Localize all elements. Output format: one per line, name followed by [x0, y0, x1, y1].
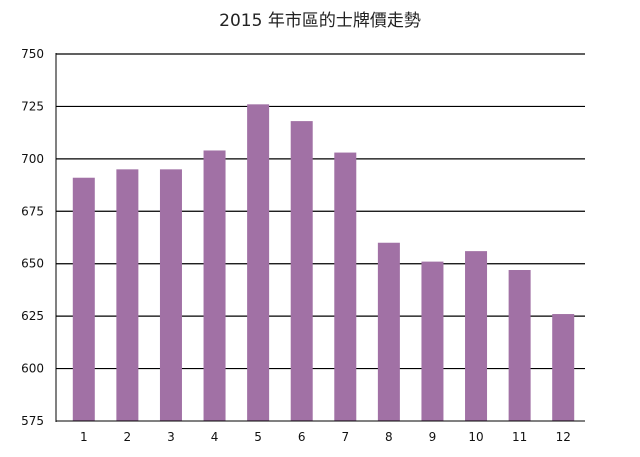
x-tick-label: 6 — [298, 430, 306, 444]
x-tick-label: 11 — [512, 430, 527, 444]
bar-5 — [247, 104, 270, 422]
bar-12 — [552, 314, 575, 421]
bar-10 — [465, 251, 488, 421]
x-tick-label: 4 — [211, 430, 219, 444]
bar-6 — [290, 121, 313, 421]
y-tick-label: 675 — [21, 204, 44, 218]
x-tick-label: 1 — [80, 430, 88, 444]
y-tick-label: 725 — [21, 99, 44, 113]
chart-title: 2015 年市區的士牌價走勢 — [219, 11, 421, 31]
x-tick-label: 2 — [124, 430, 132, 444]
axes — [55, 53, 585, 422]
bar-1 — [72, 177, 95, 421]
x-tick-labels: 1 2 3 4 5 6 7 8 9 10 11 12 — [80, 430, 571, 444]
bar-7 — [334, 152, 357, 421]
x-tick-label: 9 — [429, 430, 437, 444]
bar-11 — [508, 270, 531, 421]
bar-8 — [377, 242, 400, 421]
y-tick-label: 575 — [21, 414, 44, 428]
y-tick-label: 625 — [21, 309, 44, 323]
bar-2 — [116, 169, 139, 421]
x-tick-label: 12 — [556, 430, 571, 444]
x-tick-label: 5 — [254, 430, 262, 444]
bar-4 — [203, 150, 226, 421]
y-tick-labels: 575 600 625 650 675 700 725 750 — [21, 47, 44, 428]
y-tick-label: 700 — [21, 152, 44, 166]
y-tick-label: 650 — [21, 257, 44, 271]
y-tick-label: 600 — [21, 362, 44, 376]
bar-3 — [159, 169, 182, 421]
x-tick-label: 3 — [167, 430, 175, 444]
x-tick-label: 7 — [341, 430, 349, 444]
x-tick-label: 8 — [385, 430, 393, 444]
y-tick-label: 750 — [21, 47, 44, 61]
bars — [72, 104, 575, 422]
bar-9 — [421, 261, 444, 421]
grid-lines — [56, 53, 585, 370]
x-tick-label: 10 — [468, 430, 483, 444]
